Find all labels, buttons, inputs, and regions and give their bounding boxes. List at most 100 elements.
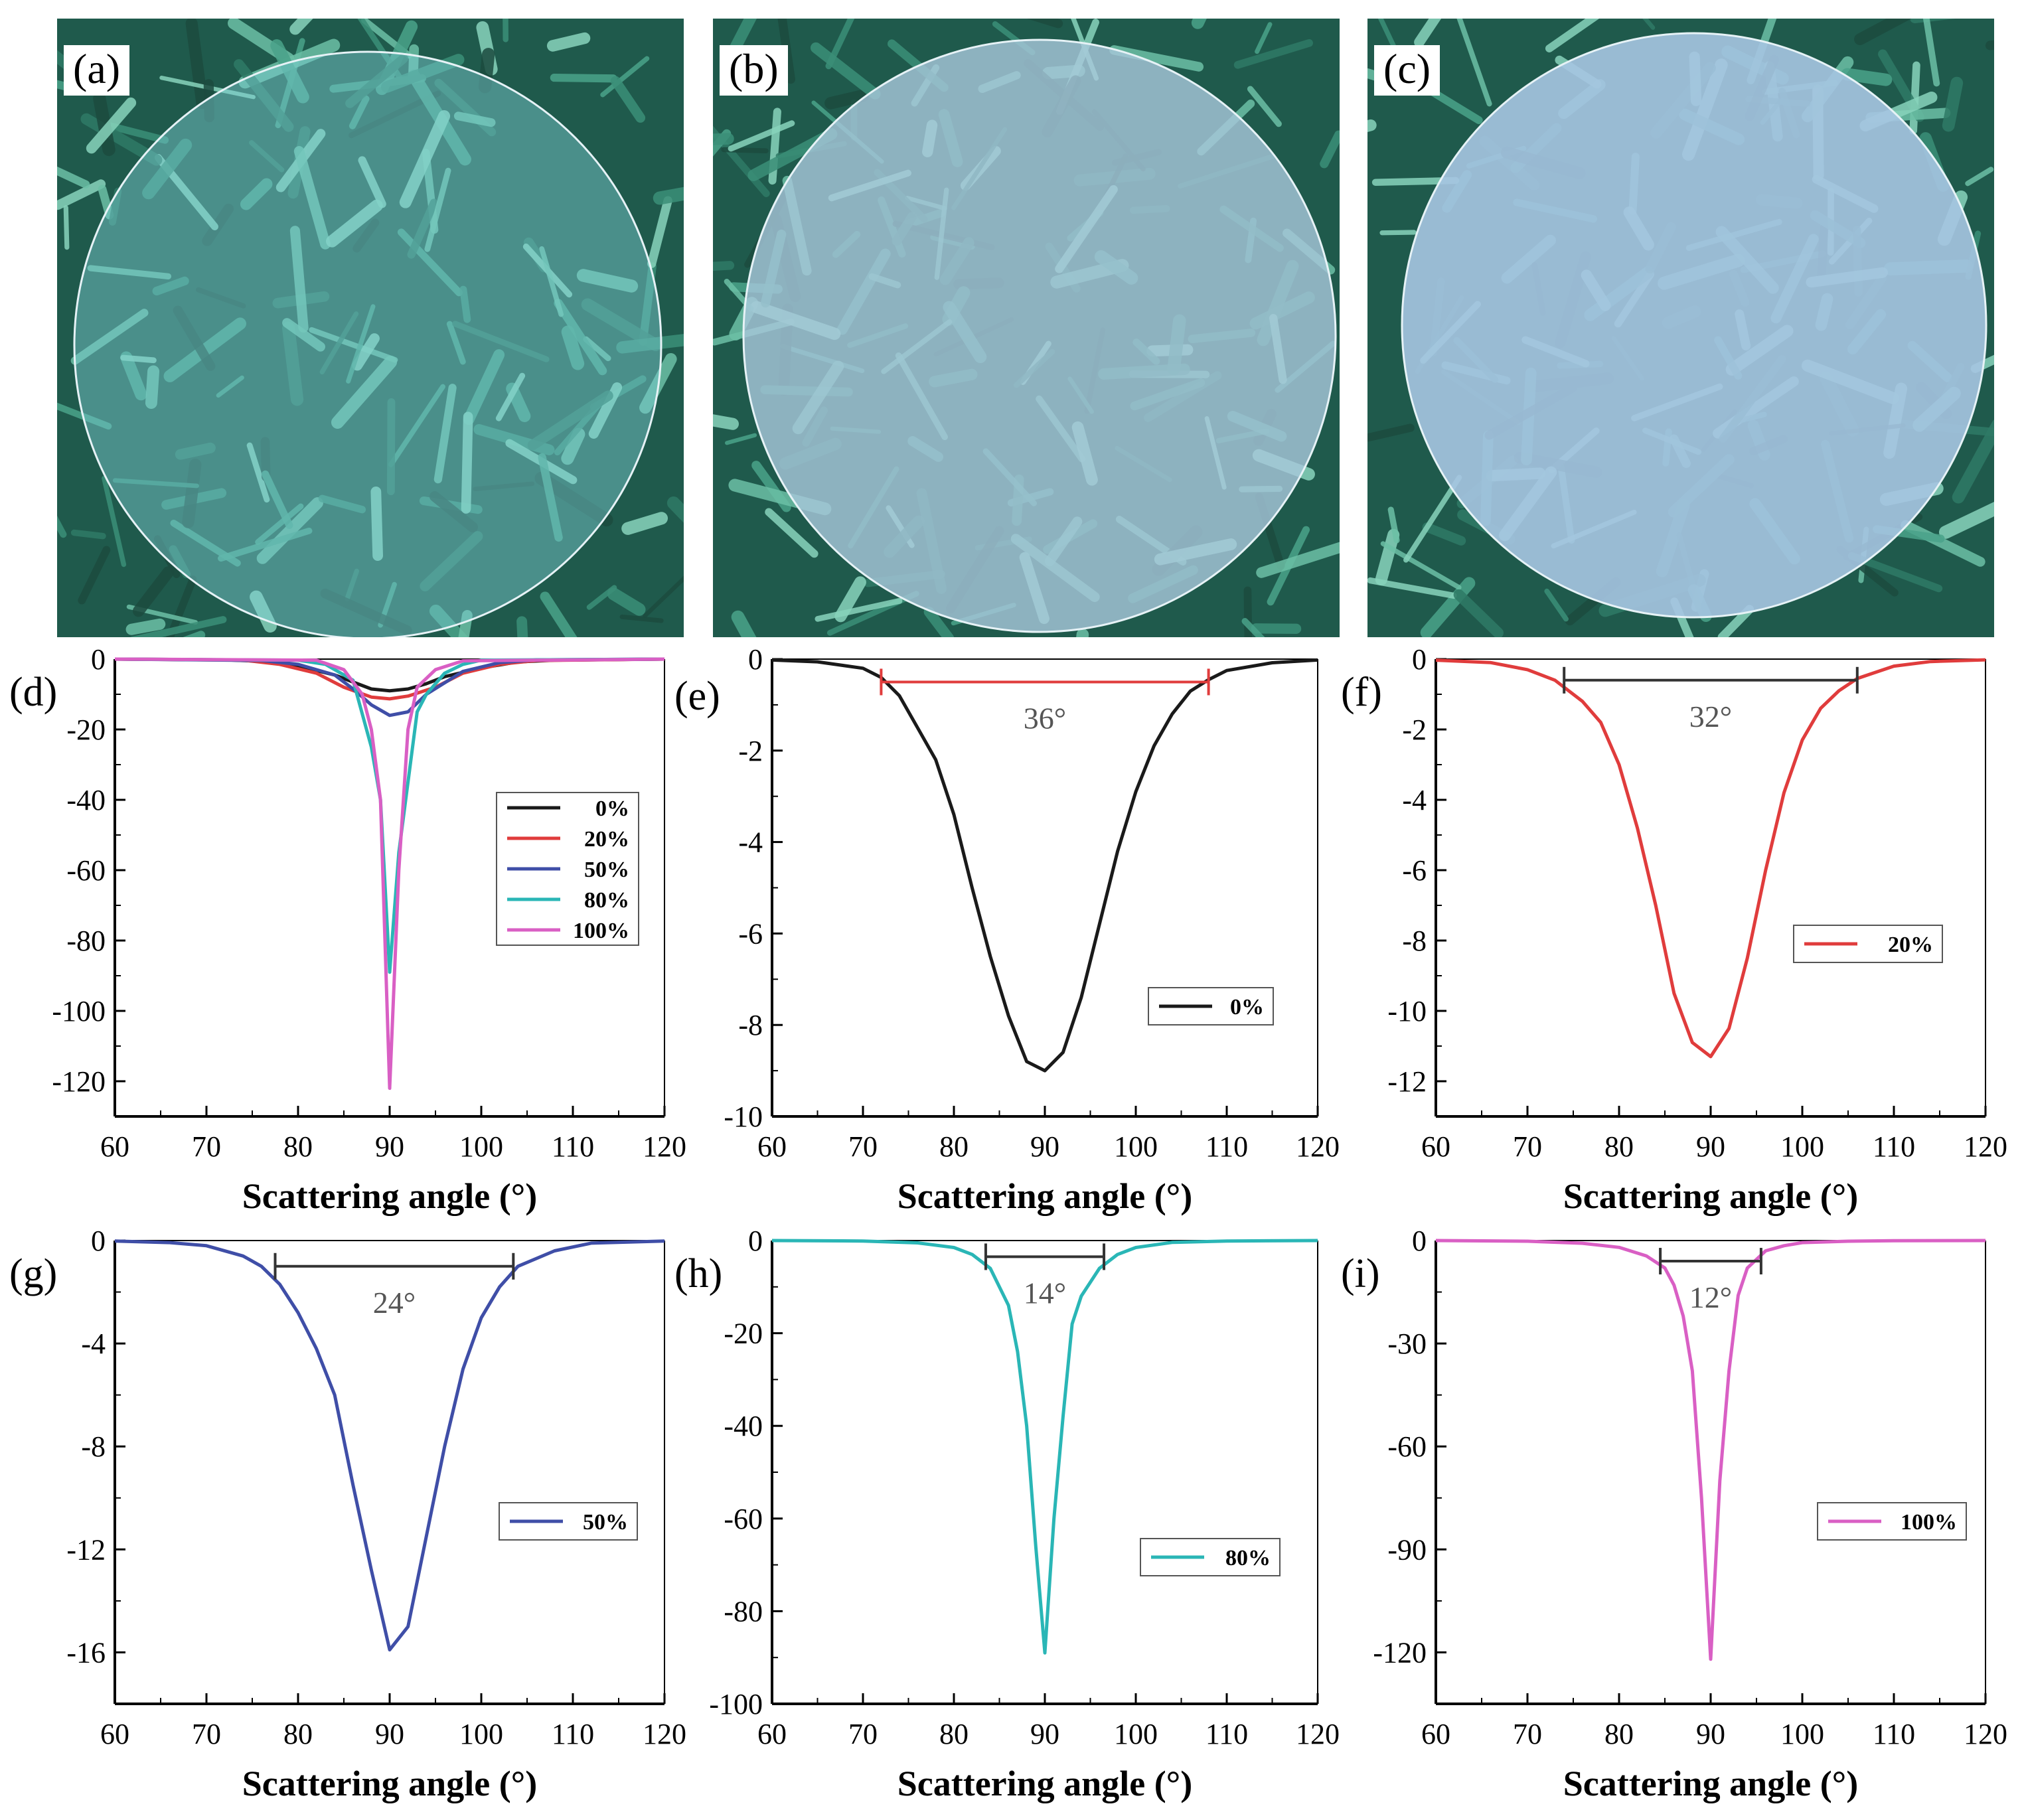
- photo-b: (b): [713, 19, 1340, 637]
- x-tick-label: 90: [1030, 1130, 1059, 1163]
- x-tick-label: 110: [1206, 1130, 1248, 1163]
- series-line-50pct: [114, 1239, 665, 1652]
- photo-c: (c): [1367, 19, 1994, 637]
- legend: 0% 20% 50% 80% 100%: [496, 792, 639, 946]
- x-tick-label: 100: [1114, 1130, 1158, 1163]
- legend-label: 20%: [584, 827, 629, 852]
- y-tick-label: -20: [724, 1318, 763, 1350]
- photo-c-label: (c): [1374, 45, 1440, 96]
- x-tick-label: 110: [552, 1130, 594, 1163]
- y-tick-label: -10: [1387, 995, 1427, 1027]
- fwhm-label: 24°: [373, 1286, 416, 1320]
- x-tick-label: 60: [757, 1130, 787, 1163]
- x-tick-label: 110: [552, 1718, 594, 1750]
- y-tick-label: -8: [1402, 925, 1427, 957]
- chart-g: 60 70 80 90 100 110 120 0 -4 -8 -12 -16 Scattering a…: [66, 1225, 686, 1803]
- y-tick-label: -60: [724, 1503, 763, 1535]
- y-tick-label: 0: [1412, 1225, 1427, 1257]
- y-tick-label: 0: [748, 643, 763, 676]
- photo-a-image: [57, 19, 684, 637]
- x-tick-label: 70: [192, 1718, 221, 1750]
- x-axis-title: Scattering angle (°): [1563, 1176, 1859, 1216]
- y-tick-label: -12: [1387, 1065, 1427, 1098]
- y-tick-label: -8: [738, 1009, 763, 1041]
- y-tick-label: -16: [66, 1636, 106, 1669]
- x-tick-label: 60: [100, 1718, 129, 1750]
- x-tick-label: 100: [459, 1718, 503, 1750]
- y-tick-label: -80: [66, 925, 106, 957]
- y-tick-label: -100: [709, 1688, 763, 1720]
- photo-a-label: (a): [64, 45, 130, 96]
- legend-label: 80%: [584, 888, 629, 913]
- x-axis-title: Scattering angle (°): [242, 1176, 538, 1216]
- y-tick-label: -4: [738, 826, 763, 859]
- x-axis-title: Scattering angle (°): [1563, 1764, 1859, 1803]
- photo-b-label: (b): [720, 45, 788, 96]
- y-tick-label: -40: [66, 784, 106, 816]
- legend-label: 0%: [1230, 995, 1264, 1020]
- y-tick-label: -30: [1387, 1327, 1427, 1360]
- fwhm-label: 14°: [1024, 1276, 1066, 1310]
- x-tick-label: 90: [1030, 1718, 1059, 1750]
- x-tick-label: 60: [100, 1130, 129, 1163]
- y-tick-label: 0: [748, 1225, 763, 1257]
- chart-h: 60 70 80 90 100 110 120 0 -20 -40 -60 -80 -100 Scatte…: [709, 1225, 1340, 1803]
- x-tick-label: 60: [1421, 1130, 1450, 1163]
- legend-label: 100%: [1901, 1510, 1957, 1535]
- legend: 100%: [1817, 1502, 1967, 1541]
- y-tick-label: -90: [1387, 1533, 1427, 1566]
- series-line-80pct: [114, 657, 665, 974]
- panel-label-g: (g): [9, 1251, 58, 1296]
- fwhm-label: 12°: [1689, 1280, 1732, 1314]
- legend-label: 0%: [595, 796, 629, 821]
- y-tick-label: -80: [724, 1595, 763, 1628]
- y-tick-label: -8: [81, 1430, 106, 1463]
- legend-label: 100%: [573, 919, 629, 943]
- x-tick-label: 120: [1296, 1718, 1340, 1750]
- y-tick-label: -120: [1373, 1636, 1427, 1669]
- legend: 80%: [1140, 1538, 1281, 1576]
- legend: 50%: [499, 1502, 638, 1541]
- x-tick-label: 70: [1513, 1718, 1542, 1750]
- y-tick-label: -20: [66, 714, 106, 746]
- x-tick-label: 80: [1604, 1130, 1634, 1163]
- x-tick-label: 100: [1780, 1130, 1824, 1163]
- x-tick-label: 80: [1604, 1718, 1634, 1750]
- series-line-20pct: [114, 657, 665, 701]
- series-line-0pct: [771, 658, 1318, 1073]
- panel-label-e: (e): [674, 674, 720, 719]
- x-tick-label: 90: [375, 1130, 404, 1163]
- x-tick-label: 110: [1873, 1718, 1915, 1750]
- x-tick-label: 60: [757, 1718, 787, 1750]
- legend-label: 50%: [583, 1510, 628, 1535]
- y-tick-label: 0: [91, 643, 106, 676]
- panel-label-h: (h): [674, 1251, 723, 1296]
- series-line-0pct: [114, 657, 665, 693]
- film-disc: [742, 38, 1337, 633]
- x-axis-title: Scattering angle (°): [897, 1764, 1193, 1803]
- legend-label: 50%: [584, 858, 629, 882]
- fwhm-label: 36°: [1024, 701, 1066, 735]
- chart-e: 60 70 80 90 100 110 120 0 -2 -4 -6 -8 -10 Scattering …: [724, 643, 1340, 1216]
- x-tick-label: 90: [1696, 1718, 1725, 1750]
- panel-label-d: (d): [9, 670, 58, 715]
- y-tick-label: -60: [1387, 1430, 1427, 1463]
- photo-b-image: [713, 19, 1340, 637]
- y-tick-label: -120: [52, 1065, 106, 1098]
- chart-d: 60 70 80 90 100 110 120 0 -20 -40 -60 -80 -100 -120 Sc…: [52, 643, 686, 1216]
- chart-f: 60 70 80 90 100 110 120 0 -2 -4 -6 -8 -10 -12 Scatteri…: [1387, 643, 2007, 1216]
- y-tick-label: 0: [1412, 643, 1427, 676]
- x-tick-label: 70: [1513, 1130, 1542, 1163]
- legend-label: 20%: [1888, 933, 1933, 957]
- x-tick-label: 80: [283, 1718, 313, 1750]
- x-tick-label: 80: [939, 1718, 969, 1750]
- film-disc: [73, 50, 662, 637]
- y-tick-label: -40: [724, 1410, 763, 1442]
- y-tick-label: -60: [66, 854, 106, 887]
- series-line-20pct: [1435, 658, 1986, 1059]
- x-tick-label: 80: [283, 1130, 313, 1163]
- y-tick-label: -2: [1402, 714, 1427, 746]
- x-tick-label: 120: [643, 1718, 686, 1750]
- x-tick-label: 120: [1964, 1130, 2007, 1163]
- x-tick-label: 70: [848, 1130, 878, 1163]
